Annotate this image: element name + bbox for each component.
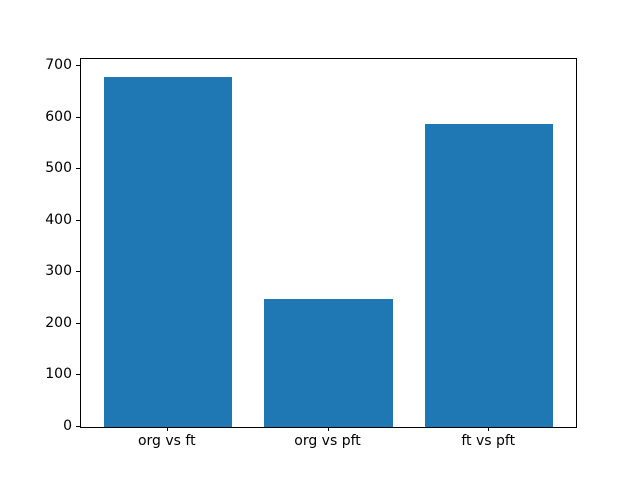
y-tick-label: 500 <box>45 160 72 177</box>
plot-area <box>80 58 577 428</box>
y-tick-mark <box>76 65 80 67</box>
y-tick-label: 600 <box>45 108 72 125</box>
x-tick-mark <box>488 427 490 431</box>
x-tick-label: ft vs pft <box>461 433 516 449</box>
x-tick-mark <box>166 427 168 431</box>
y-tick-mark <box>76 116 80 118</box>
y-tick-label: 700 <box>45 57 72 74</box>
x-tick-label: org vs ft <box>137 433 196 449</box>
y-tick-mark <box>76 322 80 324</box>
y-tick-mark <box>76 374 80 376</box>
y-tick-mark <box>76 168 80 170</box>
y-tick-label: 0 <box>63 418 72 434</box>
x-tick-label: org vs pft <box>294 433 361 449</box>
y-tick-label: 400 <box>45 211 72 228</box>
y-tick-label: 300 <box>45 263 72 280</box>
bar <box>264 299 393 427</box>
y-tick-mark <box>76 271 80 273</box>
x-tick-mark <box>327 427 329 431</box>
y-tick-label: 100 <box>45 366 72 383</box>
bar <box>103 76 233 427</box>
y-tick-label: 200 <box>45 314 72 331</box>
y-tick-mark <box>76 426 80 427</box>
bar <box>424 123 554 427</box>
y-tick-mark <box>76 219 80 221</box>
